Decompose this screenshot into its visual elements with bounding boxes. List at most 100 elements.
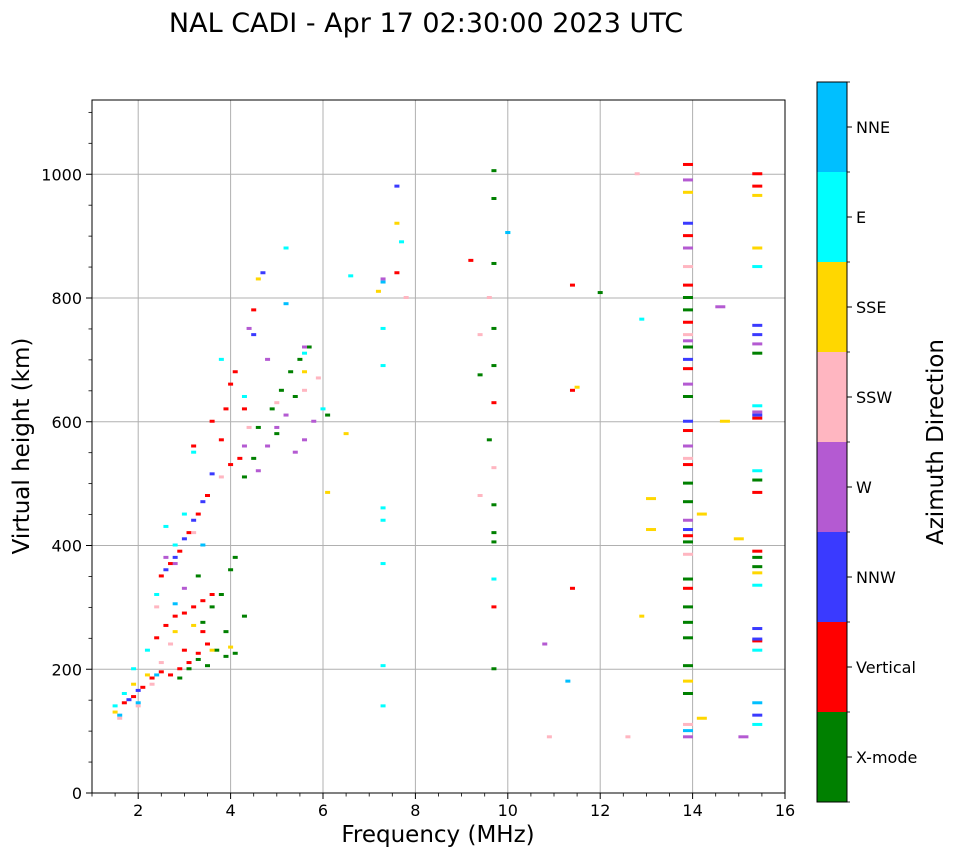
echo-point	[205, 664, 210, 668]
echo-point	[491, 503, 497, 507]
echo-point	[200, 620, 206, 624]
echo-point	[380, 280, 386, 284]
echo-point	[274, 425, 280, 429]
x-tick-label: 6	[318, 801, 328, 820]
echo-point	[232, 370, 238, 374]
echo-point	[682, 528, 693, 532]
echo-point	[682, 333, 693, 337]
echo-point	[682, 382, 693, 386]
echo-point	[542, 642, 548, 646]
echo-point	[237, 456, 243, 460]
echo-point	[302, 351, 308, 355]
echo-point	[682, 308, 693, 312]
echo-point	[228, 645, 234, 649]
colorbar-segment	[817, 262, 847, 352]
echo-point	[306, 345, 312, 349]
echo-point	[682, 339, 693, 343]
echo-point	[491, 169, 497, 173]
echo-point	[682, 265, 693, 269]
echo-point	[343, 432, 349, 436]
echo-point	[168, 642, 174, 646]
echo-point	[477, 373, 483, 377]
echo-point	[195, 657, 201, 661]
echo-point	[491, 577, 497, 581]
colorbar-segment	[817, 442, 847, 532]
echo-point	[491, 605, 497, 609]
colorbar-tick-label: W	[856, 478, 872, 497]
echo-point	[205, 642, 210, 646]
echo-point	[696, 512, 707, 516]
echo-point	[177, 549, 183, 553]
echo-point	[477, 333, 483, 337]
echo-point	[135, 704, 141, 708]
echo-point	[218, 438, 224, 442]
echo-point	[177, 667, 183, 671]
echo-point	[144, 648, 150, 652]
colorbar-tick-label: SSE	[856, 298, 886, 317]
echo-point	[403, 296, 409, 299]
echo-point	[752, 722, 763, 726]
echo-point	[682, 722, 693, 726]
colorbar-segment	[817, 532, 847, 622]
echo-point	[682, 221, 693, 225]
echo-point	[477, 494, 483, 497]
echo-point	[682, 296, 693, 299]
echo-point	[696, 716, 707, 720]
echo-point	[117, 713, 123, 717]
echo-point	[154, 636, 160, 640]
echo-point	[154, 605, 160, 609]
echo-point	[682, 577, 693, 581]
echo-point	[682, 246, 693, 250]
x-axis-ticks: 2 4 6 8 10 12 14 16	[91, 793, 795, 820]
echo-point	[232, 651, 238, 655]
echo-point	[163, 568, 169, 572]
echo-point	[634, 172, 640, 176]
echo-point	[260, 271, 266, 275]
colorbar-border	[816, 81, 848, 803]
echo-point	[191, 518, 197, 522]
echo-point	[241, 475, 247, 479]
echo-point	[292, 395, 298, 398]
echo-point	[752, 193, 763, 197]
echo-point	[752, 627, 763, 631]
echo-point	[246, 425, 252, 429]
echo-point	[752, 549, 763, 553]
echo-point	[682, 357, 693, 361]
echo-point	[682, 481, 693, 485]
echo-point	[320, 407, 326, 411]
echo-point	[380, 562, 386, 566]
x-axis-label: Frequency (MHz)	[341, 822, 534, 848]
echo-point	[752, 342, 763, 346]
colorbar-tick-label: Vertical	[856, 658, 916, 677]
echo-point	[752, 637, 763, 641]
echo-point	[682, 283, 693, 287]
echo-point	[380, 326, 386, 330]
echo-point	[546, 735, 552, 739]
echo-point	[135, 701, 141, 705]
echo-point	[121, 701, 127, 705]
colorbar-segment	[817, 352, 847, 442]
echo-point	[158, 661, 164, 665]
echo-point	[181, 537, 187, 541]
colorbar-segment	[817, 82, 847, 172]
echo-point	[283, 302, 289, 306]
echo-point	[209, 472, 215, 476]
echo-point	[251, 308, 257, 312]
echo-point	[348, 274, 354, 278]
echo-point	[241, 395, 247, 398]
echo-point	[394, 271, 400, 275]
echo-point	[131, 682, 137, 686]
echo-point	[752, 555, 763, 559]
echo-point	[682, 552, 693, 556]
echo-point	[752, 648, 763, 652]
echo-point	[172, 614, 178, 618]
echo-point	[241, 444, 247, 448]
echo-point	[163, 524, 169, 528]
x-tick-label: 14	[682, 801, 702, 820]
echo-point	[241, 407, 247, 411]
echo-point	[172, 562, 178, 566]
y-axis-label: Virtual height (km)	[9, 338, 35, 555]
echo-point	[186, 661, 192, 665]
echo-point	[311, 419, 317, 423]
y-tick-label: 1000	[41, 165, 82, 184]
